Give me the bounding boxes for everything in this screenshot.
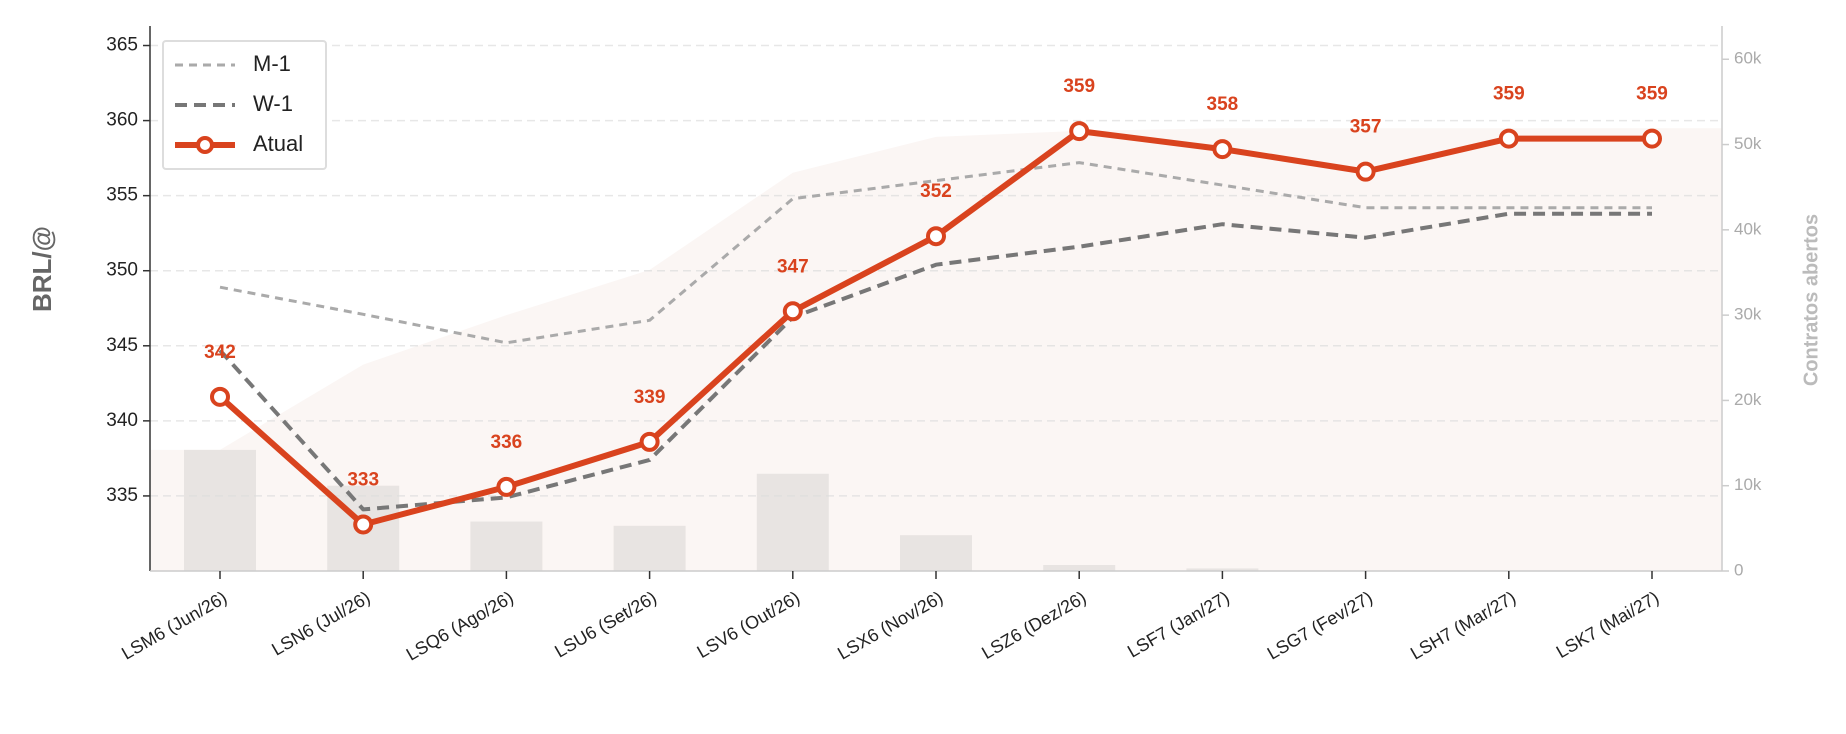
y2-tick-label: 40k xyxy=(1734,219,1762,238)
point xyxy=(782,301,803,322)
y-axis-label: BRL/@ xyxy=(27,226,57,312)
y-tick-label: 355 xyxy=(106,185,138,206)
open-interest-bar xyxy=(470,521,543,571)
open-interest-bar xyxy=(1043,565,1116,571)
open-interest-bar xyxy=(1186,568,1259,571)
x-tick-label: LSU6 (Set/26) xyxy=(551,587,660,661)
open-interest-bar xyxy=(900,535,972,571)
open-interest-area xyxy=(150,128,1722,572)
point xyxy=(639,431,660,452)
data-label: 333 xyxy=(347,469,379,490)
legend-label: W-1 xyxy=(253,91,293,116)
data-label: 336 xyxy=(491,432,523,453)
x-tick-label: LSZ6 (Dez/26) xyxy=(978,587,1089,663)
y2-tick-label: 50k xyxy=(1734,134,1762,153)
point xyxy=(1642,128,1662,149)
y2-tick-label: 30k xyxy=(1734,305,1762,324)
y-tick-label: 350 xyxy=(106,260,138,281)
x-tick-label: LSG7 (Fev/27) xyxy=(1264,587,1376,663)
point xyxy=(1212,139,1233,160)
y-tick-label: 335 xyxy=(106,485,138,506)
point xyxy=(926,226,946,247)
data-label: 342 xyxy=(204,342,236,363)
point xyxy=(1355,161,1376,182)
legend-label: M-1 xyxy=(253,51,291,76)
point xyxy=(210,386,230,407)
point xyxy=(496,476,517,497)
x-tick-label: LSX6 (Nov/26) xyxy=(834,587,946,663)
data-label: 359 xyxy=(1636,84,1668,105)
y2-axis-label: Contratos abertos xyxy=(1800,214,1822,386)
point xyxy=(1069,121,1090,142)
series-line xyxy=(219,161,1652,345)
data-label: 359 xyxy=(1493,84,1525,105)
legend-label: Atual xyxy=(253,131,303,156)
y2-tick-label: 60k xyxy=(1734,49,1762,68)
y2-tick-label: 10k xyxy=(1734,475,1762,494)
point xyxy=(1498,128,1519,149)
open-interest-bar xyxy=(756,473,829,571)
x-tick-label: LSK7 (Mai/27) xyxy=(1553,587,1663,662)
open-interest-bar xyxy=(184,449,256,571)
x-tick-label: LSM6 (Jun/26) xyxy=(118,587,230,663)
data-label: 358 xyxy=(1207,94,1239,115)
legend-marker xyxy=(196,136,214,154)
x-tick-label: LSV6 (Out/26) xyxy=(694,587,804,662)
x-tick-label: LSQ6 (Ago/26) xyxy=(403,587,517,664)
data-label: 352 xyxy=(920,181,952,202)
y-tick-label: 345 xyxy=(106,335,138,356)
x-tick-label: LSF7 (Jan/27) xyxy=(1124,587,1233,661)
open-interest-bar xyxy=(613,525,686,571)
y-tick-label: 365 xyxy=(106,35,138,56)
y-tick-label: 340 xyxy=(106,410,138,431)
y-tick-label: 360 xyxy=(106,110,138,131)
x-tick-label: LSN6 (Jul/26) xyxy=(268,587,373,659)
data-label: 347 xyxy=(777,256,809,277)
data-label: 359 xyxy=(1063,76,1095,97)
y2-tick-label: 20k xyxy=(1734,390,1762,409)
point xyxy=(353,514,374,535)
y2-tick-label: 0 xyxy=(1734,560,1743,579)
data-label: 339 xyxy=(634,387,666,408)
data-label: 357 xyxy=(1350,117,1382,138)
x-tick-label: LSH7 (Mar/27) xyxy=(1407,587,1519,663)
